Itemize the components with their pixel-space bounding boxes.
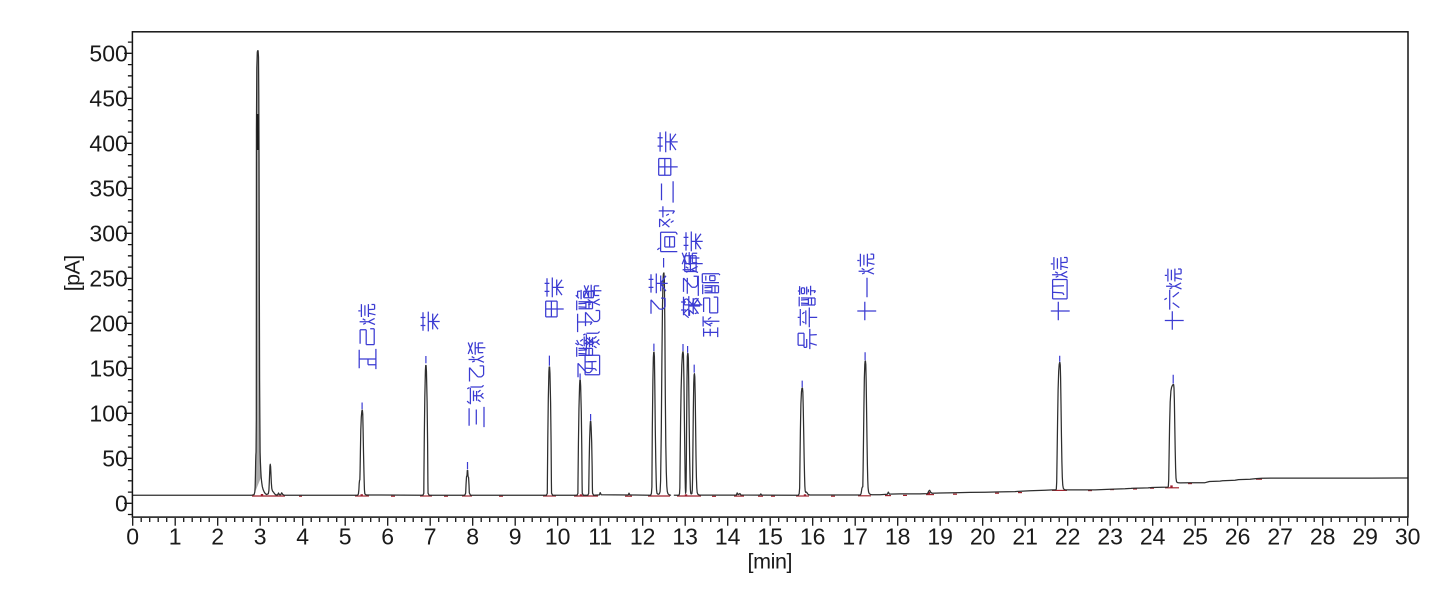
svg-text:17: 17: [842, 523, 868, 549]
svg-text:16: 16: [800, 523, 826, 549]
svg-text:250: 250: [89, 266, 127, 292]
svg-text:13: 13: [672, 523, 698, 549]
svg-text:[min]: [min]: [748, 550, 793, 574]
svg-text:450: 450: [89, 86, 127, 112]
svg-text:11: 11: [588, 523, 612, 549]
svg-text:200: 200: [89, 311, 127, 337]
svg-text:10: 10: [545, 523, 571, 549]
svg-text:0: 0: [115, 491, 128, 517]
svg-text:9: 9: [509, 523, 522, 549]
svg-text:27: 27: [1267, 523, 1293, 549]
svg-text:12: 12: [630, 523, 656, 549]
svg-text:29: 29: [1352, 523, 1378, 549]
svg-text:30: 30: [1395, 523, 1421, 549]
svg-text:100: 100: [89, 401, 127, 427]
svg-text:6: 6: [381, 523, 394, 549]
svg-text:150: 150: [89, 356, 127, 382]
svg-text:18: 18: [885, 523, 911, 549]
svg-text:500: 500: [89, 41, 127, 67]
svg-text:350: 350: [89, 176, 127, 202]
svg-text:19: 19: [927, 523, 953, 549]
svg-text:23: 23: [1097, 523, 1123, 549]
svg-text:0: 0: [126, 523, 139, 549]
svg-text:[pA]: [pA]: [61, 255, 85, 292]
svg-text:20: 20: [970, 523, 996, 549]
svg-text:300: 300: [89, 221, 127, 247]
svg-text:1: 1: [169, 523, 182, 549]
svg-text:3: 3: [254, 523, 267, 549]
svg-text:28: 28: [1310, 523, 1336, 549]
svg-text:25: 25: [1182, 523, 1208, 549]
svg-text:8: 8: [466, 523, 479, 549]
svg-text:26: 26: [1225, 523, 1251, 549]
svg-text:4: 4: [296, 523, 309, 549]
svg-text:22: 22: [1055, 523, 1081, 549]
svg-text:14: 14: [715, 523, 741, 549]
svg-text:21: 21: [1012, 523, 1038, 549]
svg-text:50: 50: [102, 446, 128, 472]
svg-text:7: 7: [424, 523, 437, 549]
svg-text:15: 15: [757, 523, 783, 549]
svg-text:5: 5: [339, 523, 352, 549]
svg-text:24: 24: [1140, 523, 1166, 549]
svg-text:400: 400: [89, 131, 127, 157]
svg-text:2: 2: [211, 523, 224, 549]
